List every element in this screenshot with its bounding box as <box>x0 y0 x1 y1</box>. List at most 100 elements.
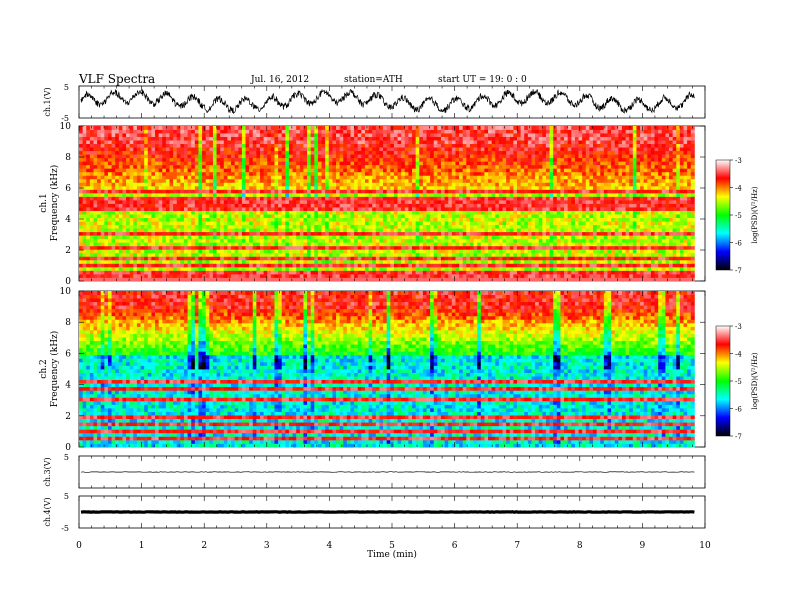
spectrogram-cell <box>205 207 210 211</box>
spectrogram-cell <box>571 217 576 222</box>
spectrogram-cell <box>82 192 87 197</box>
spectrogram-cell <box>669 249 674 254</box>
spectrogram-cell <box>249 210 254 215</box>
spectrogram-cell <box>488 207 493 211</box>
spectrogram-cell <box>477 242 482 247</box>
spectrogram-cell <box>466 228 471 233</box>
spectrogram-cell <box>589 256 594 261</box>
spectrogram-cell <box>122 235 127 240</box>
spectrogram-cell <box>198 249 203 254</box>
spectrogram-cell <box>658 221 663 226</box>
spectrogram-cell <box>325 185 330 190</box>
spectrogram-cell <box>361 207 366 211</box>
spectrogram-cell <box>661 252 666 257</box>
spectrogram-cell <box>361 277 366 282</box>
spectrogram-cell <box>314 203 319 208</box>
spectrogram-cell <box>263 192 268 197</box>
spectrogram-cell <box>632 235 637 240</box>
spectrogram-cell <box>202 189 207 194</box>
spectrogram-cell <box>495 207 500 211</box>
spectrogram-cell <box>97 259 102 264</box>
spectrogram-cell <box>270 256 275 261</box>
spectrogram-cell <box>310 259 315 264</box>
spectrogram-cell <box>263 210 268 215</box>
spectrogram-cell <box>404 214 409 218</box>
spectrogram-cell <box>643 277 648 282</box>
spectrogram-cell <box>560 185 565 190</box>
spectrogram-cell <box>542 245 547 250</box>
spectrogram-cell <box>383 252 388 257</box>
spectrogram-cell <box>621 203 626 208</box>
spectrogram-cell <box>484 199 489 204</box>
spectrogram-cell <box>437 182 442 187</box>
spectrogram-cell <box>183 210 188 215</box>
spectrogram-cell <box>383 277 388 282</box>
spectrogram-cell <box>542 192 547 197</box>
spectrogram-cell <box>223 238 228 243</box>
spectrogram-cell <box>390 252 395 257</box>
spectrogram-cell <box>122 210 127 215</box>
spectrogram-cell <box>585 252 590 257</box>
spectrogram-cell <box>79 235 84 240</box>
spectrogram-cell <box>647 228 652 233</box>
spectrogram-cell <box>531 266 536 271</box>
spectrogram-cell <box>607 224 612 229</box>
spectrogram-cell <box>249 245 254 250</box>
spectrogram-cell <box>263 189 268 194</box>
spectrogram-cell <box>640 182 645 187</box>
spectrogram-cell <box>104 263 109 268</box>
spectrogram-cell <box>422 235 427 240</box>
spectrogram-cell <box>147 249 152 254</box>
spectrogram-cell <box>361 256 366 261</box>
spectrogram-cell <box>361 178 366 183</box>
spectrogram-cell <box>564 256 569 261</box>
spectrogram-cell <box>361 263 366 268</box>
spectrogram-cell <box>118 217 123 222</box>
spectrogram-cell <box>328 192 333 197</box>
spectrogram-cell <box>354 203 359 208</box>
spectrogram-cell <box>596 235 601 240</box>
spectrogram-cell <box>104 221 109 226</box>
spectrogram-cell <box>585 231 590 236</box>
spectrogram-cell <box>469 185 474 190</box>
spectrogram-cell <box>357 273 362 278</box>
spectrogram-cell <box>672 270 677 275</box>
spectrogram-cell <box>231 273 236 278</box>
spectrogram-cell <box>650 249 655 254</box>
spectrogram-cell <box>531 189 536 194</box>
spectrogram-cell <box>368 210 373 215</box>
spectrogram-cell <box>79 270 84 275</box>
spectrogram-cell <box>133 196 138 201</box>
spectrogram-cell <box>285 192 290 197</box>
spectrogram-cell <box>687 252 692 257</box>
spectrogram-cell <box>687 217 692 222</box>
spectrogram-cell <box>549 245 554 250</box>
spectrogram-cell <box>401 235 406 240</box>
spectrogram-cell <box>469 245 474 250</box>
spectrogram-cell <box>296 273 301 278</box>
spectrogram-cell <box>303 259 308 264</box>
spectrogram-cell <box>437 192 442 197</box>
spectrogram-cell <box>176 270 181 275</box>
spectrogram-cell <box>118 214 123 218</box>
spectrogram-cell <box>346 266 351 271</box>
spectrogram-cell <box>89 249 94 254</box>
spectrogram-cell <box>560 259 565 264</box>
spectrogram-cell <box>495 199 500 204</box>
spectrogram-cell <box>459 235 464 240</box>
spectrogram-cell <box>296 228 301 233</box>
spectrogram-cell <box>267 252 272 257</box>
spectrogram-cell <box>227 192 232 197</box>
spectrogram-cell <box>220 203 225 208</box>
spectrogram-cell <box>527 196 532 201</box>
spectrogram-cell <box>375 263 380 268</box>
spectrogram-cell <box>607 203 612 208</box>
ch1-wave-ytick-bottom: -5 <box>61 114 69 123</box>
spectrogram-cell <box>209 178 214 183</box>
spectrogram-cell <box>383 217 388 222</box>
spectrogram-cell <box>545 217 550 222</box>
spectrogram-cell <box>498 242 503 247</box>
spectrogram-cell <box>567 196 572 201</box>
spectrogram-cell <box>636 207 641 211</box>
spectrogram-cell <box>538 217 543 222</box>
